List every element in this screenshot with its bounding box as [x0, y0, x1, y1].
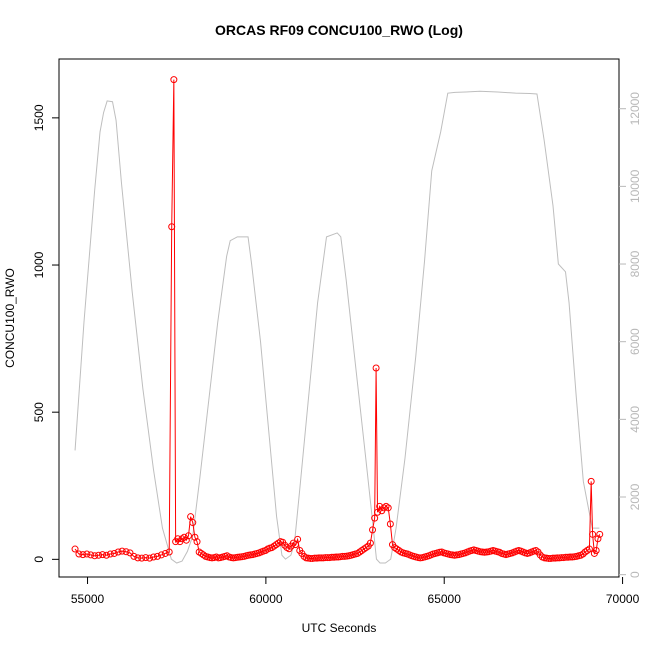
- concu100-point: [369, 526, 377, 534]
- y-tick-label: 0: [32, 556, 46, 563]
- concu100-point: [594, 535, 602, 543]
- y2-tick-label: 4000: [628, 406, 642, 433]
- concu100-point: [157, 551, 165, 559]
- concu100-point: [75, 550, 83, 558]
- concu100-point: [300, 552, 308, 560]
- concu100-point: [91, 552, 99, 560]
- concu100-point: [193, 538, 201, 546]
- concu100-point: [191, 533, 199, 541]
- y2-tick-label: 8000: [628, 250, 642, 277]
- x-tick-label: 65000: [428, 592, 462, 606]
- concu100-point: [150, 553, 158, 561]
- concu100-point: [579, 550, 587, 558]
- concu100-line: [74, 79, 601, 559]
- concu100-point: [170, 76, 178, 84]
- concu100-point: [585, 545, 593, 553]
- concu100-point: [366, 539, 374, 547]
- concu100-point: [142, 554, 150, 562]
- x-tick-label: 55000: [71, 592, 105, 606]
- concu100-point: [184, 532, 192, 540]
- concu100-point: [102, 551, 110, 559]
- concu100-point: [79, 551, 87, 559]
- concu100-point: [189, 519, 197, 527]
- y2-tick-label: 12000: [628, 92, 642, 126]
- x-axis-label: UTC Seconds: [302, 621, 377, 635]
- plot-frame: [58, 58, 620, 578]
- y2-tick-label: 0: [628, 571, 642, 578]
- altitude-series: [74, 90, 600, 564]
- y2-tick-label: 10000: [628, 169, 642, 203]
- concu100-point: [126, 549, 134, 557]
- concu100-point: [380, 504, 388, 512]
- concu100-point: [532, 547, 540, 555]
- concu100-point: [386, 520, 394, 528]
- concu100-point: [165, 548, 173, 556]
- concu100-point: [294, 535, 302, 543]
- concu100-point: [596, 530, 604, 538]
- concu100-point: [281, 541, 289, 549]
- concu100-point: [199, 551, 207, 559]
- concu100-point: [362, 544, 370, 552]
- concu100-point: [71, 545, 79, 553]
- concu100-point: [374, 508, 382, 516]
- concu100-series: [71, 76, 604, 562]
- concu100-point: [83, 550, 91, 558]
- concu100-point: [583, 547, 591, 555]
- y2-tick-label: 6000: [628, 328, 642, 355]
- x-tick-label: 60000: [249, 592, 283, 606]
- concu100-point: [87, 551, 95, 559]
- y-tick-label: 1000: [32, 251, 46, 278]
- concu100-point: [178, 535, 186, 543]
- concu100-point: [106, 550, 114, 558]
- concu100-point: [130, 552, 138, 560]
- concu100-point: [146, 554, 154, 562]
- concu100-point: [118, 547, 126, 555]
- concu100-point: [153, 552, 161, 560]
- y2-tick-label: 2000: [628, 483, 642, 510]
- y-tick-label: 500: [32, 402, 46, 422]
- concu100-point: [138, 554, 146, 562]
- concu100-point: [289, 539, 297, 547]
- axes: 55000 60000 65000 70000 0 500 1000 1500 0 2000 400…: [32, 92, 642, 606]
- concu100-point: [592, 547, 600, 555]
- y-tick-label: 1500: [32, 104, 46, 131]
- concu100-point: [187, 513, 195, 521]
- concu100-point: [161, 549, 169, 557]
- concu100-point: [182, 536, 190, 544]
- x-tick-label: 70000: [606, 592, 640, 606]
- concu100-point: [382, 502, 390, 510]
- concu100-point: [589, 530, 597, 538]
- concu100-point: [122, 548, 130, 556]
- concu100-point: [99, 551, 107, 559]
- concu100-point: [372, 364, 380, 372]
- altitude-line: [74, 90, 600, 564]
- concu100-point: [168, 223, 176, 231]
- concu100-point: [587, 477, 595, 485]
- concu100-point: [114, 548, 122, 556]
- concu100-point: [134, 554, 142, 562]
- chart-title: ORCAS RF09 CONCU100_RWO (Log): [215, 22, 463, 38]
- concu100-point: [384, 504, 392, 512]
- concu100-point: [274, 539, 282, 547]
- y-axis-label: CONCU100_RWO: [3, 268, 17, 368]
- concu100-point: [95, 551, 103, 559]
- concu100-point: [110, 549, 118, 557]
- concu100-point: [371, 514, 379, 522]
